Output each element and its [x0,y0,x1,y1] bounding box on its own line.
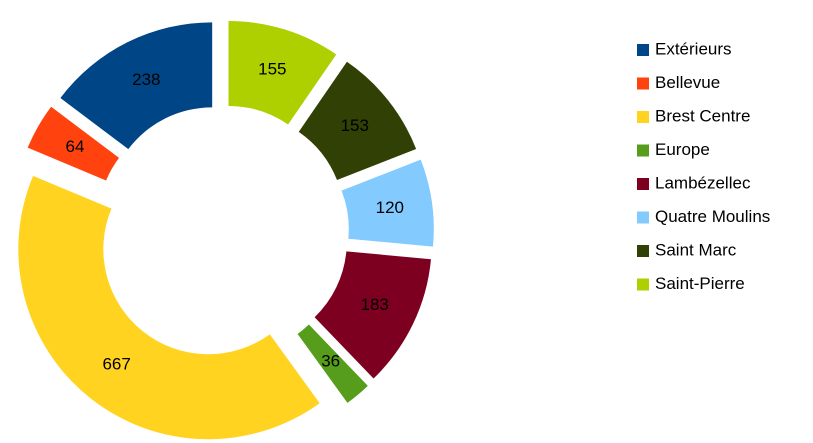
legend-swatch [637,178,649,190]
legend-label: Saint-Pierre [655,274,745,293]
data-label: 238 [132,70,160,89]
data-label: 183 [361,295,389,314]
legend-label: Extérieurs [655,39,732,58]
donut-slice [297,324,368,403]
data-label: 155 [258,60,286,79]
donut-slice [341,159,434,247]
donut-slice [27,106,120,181]
legend-label: Europe [655,140,710,159]
data-label: 120 [376,198,404,217]
legend-label: Lambézellec [655,173,751,192]
data-label: 36 [321,352,340,371]
legend-swatch [637,211,649,224]
legend-label: Quatre Moulins [655,207,770,226]
legend-swatch [637,111,649,123]
legend-swatch [637,245,649,257]
data-label: 64 [66,137,85,156]
donut-slice [298,61,417,181]
data-label: 667 [102,354,130,373]
legend-swatch [637,77,649,90]
donut-slice [314,251,431,379]
legend-swatch [637,44,649,56]
donut-slice [60,22,213,150]
legend-label: Bellevue [655,73,720,92]
donut-slice [228,20,337,125]
legend-swatch [637,144,649,157]
donut-slice [18,175,320,440]
legend-label: Brest Centre [655,106,750,125]
legend-label: Saint Marc [655,240,737,259]
data-label: 153 [341,116,369,135]
legend-swatch [637,278,649,291]
